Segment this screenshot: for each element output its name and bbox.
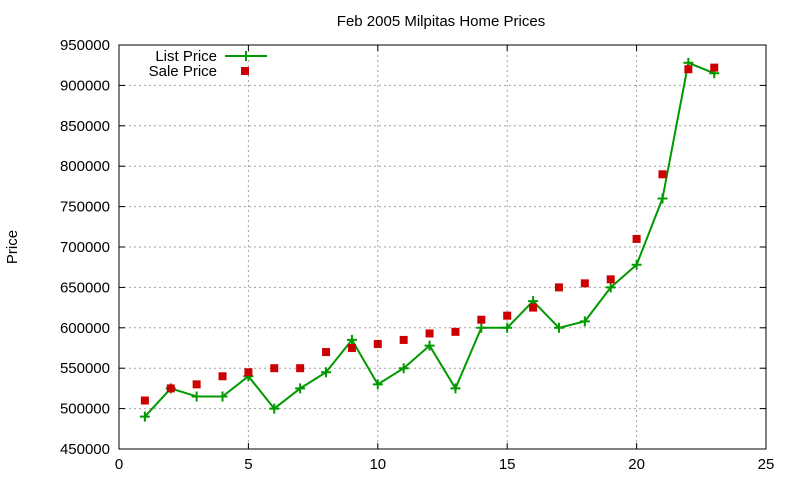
data-point-sale-price (554, 283, 563, 292)
data-point-sale-price (399, 335, 408, 344)
x-tick-label: 25 (758, 456, 775, 473)
y-axis-label: Price (4, 230, 21, 264)
y-tick-label: 550000 (60, 360, 110, 377)
data-point-list-price (605, 282, 616, 293)
data-point-sale-price (296, 364, 305, 373)
data-point-list-price (346, 334, 357, 345)
data-point-sale-price (580, 279, 589, 288)
axes: 0 5 10 15 20 25 450000 500000 550000 600000 650000… (60, 37, 774, 473)
data-point-sale-price (710, 63, 719, 72)
chart-title: Feb 2005 Milpitas Home Prices (337, 13, 545, 30)
data-point-sale-price (632, 234, 641, 243)
x-tick-label: 5 (244, 456, 252, 473)
data-point-sale-price (425, 329, 434, 338)
data-point-sale-price (244, 368, 253, 377)
legend-marker-sale-price (241, 67, 249, 75)
legend-label-sale-price: Sale Price (149, 63, 217, 80)
data-point-list-price (657, 193, 668, 204)
data-point-sale-price (684, 65, 693, 74)
legend-marker-list-price (241, 51, 251, 61)
y-tick-label: 650000 (60, 279, 110, 296)
data-point-sale-price (347, 344, 356, 352)
y-tick-label: 850000 (60, 118, 110, 135)
y-tick-label: 700000 (60, 239, 110, 256)
y-tick-label: 900000 (60, 77, 110, 94)
data-point-sale-price (270, 364, 279, 373)
y-tick-label: 600000 (60, 320, 110, 337)
x-tick-label: 0 (115, 456, 123, 473)
data-point-list-price (631, 259, 642, 270)
data-point-sale-price (140, 396, 149, 405)
y-tick-label: 800000 (60, 158, 110, 175)
x-tick-label: 15 (499, 456, 516, 473)
plot-area (139, 57, 720, 422)
legend: List Price Sale Price (149, 48, 267, 80)
data-point-list-price (502, 322, 513, 333)
x-tick-label: 10 (369, 456, 386, 473)
x-tick-label: 20 (628, 456, 645, 473)
data-point-sale-price (477, 315, 486, 324)
data-point-list-price (191, 391, 202, 402)
data-point-sale-price (218, 372, 227, 381)
data-point-list-price (372, 379, 383, 390)
legend-label-list-price: List Price (155, 48, 217, 65)
data-point-sale-price (192, 380, 201, 389)
y-tick-label: 450000 (60, 441, 110, 458)
data-point-list-price (139, 411, 150, 422)
data-point-list-price (579, 316, 590, 327)
data-point-list-price (424, 340, 435, 351)
data-point-list-price (269, 403, 280, 414)
data-point-sale-price (606, 275, 615, 284)
data-point-list-price (476, 322, 487, 333)
data-point-list-price (450, 383, 461, 394)
data-point-sale-price (166, 384, 175, 393)
y-tick-label: 500000 (60, 401, 110, 418)
y-tick-label: 750000 (60, 199, 110, 216)
data-point-sale-price (451, 327, 460, 336)
data-point-list-price (217, 391, 228, 402)
data-point-sale-price (373, 339, 382, 348)
data-point-sale-price (322, 348, 331, 357)
y-tick-label: 950000 (60, 37, 110, 54)
data-point-sale-price (529, 303, 538, 312)
data-point-sale-price (658, 170, 667, 179)
data-point-list-price (295, 383, 306, 394)
data-point-list-price (398, 363, 409, 374)
data-point-list-price (321, 367, 332, 378)
data-point-sale-price (503, 311, 512, 320)
data-point-list-price (553, 322, 564, 333)
